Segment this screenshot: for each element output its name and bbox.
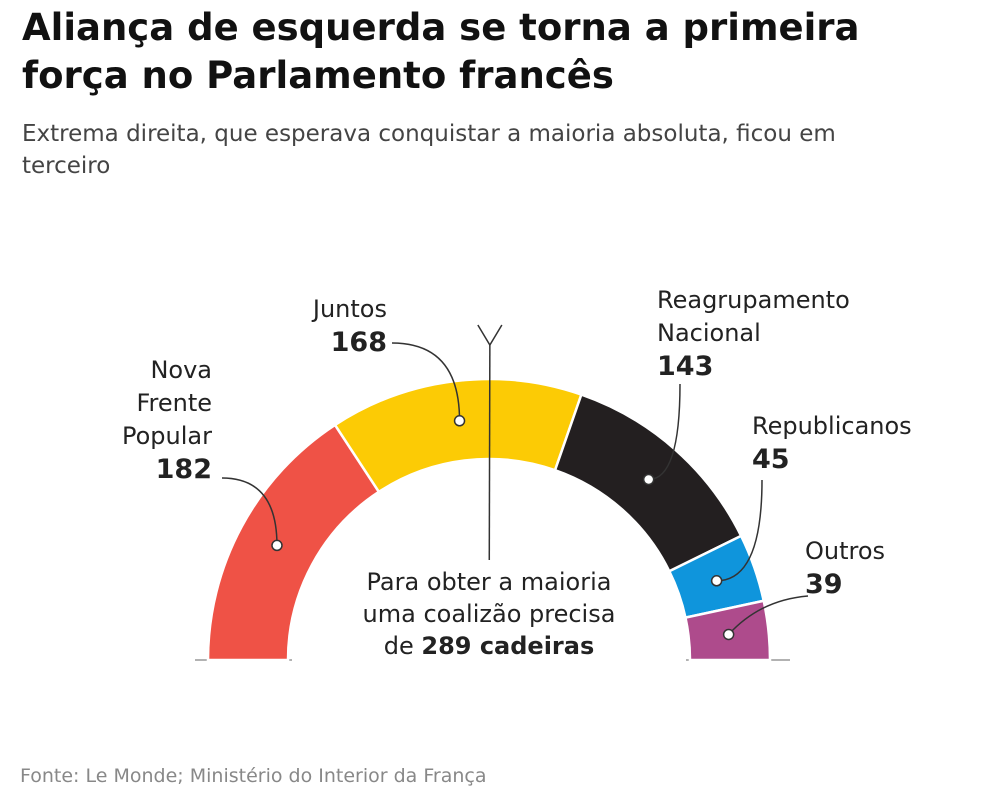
segment-label: Republicanos 45 <box>752 410 952 477</box>
leader-dot <box>453 415 466 427</box>
leader-dot <box>722 628 735 641</box>
segment-label: Outros 39 <box>805 535 925 602</box>
category-label: Juntos <box>312 295 387 323</box>
category-label: Outros <box>805 537 886 565</box>
annotation-text: de <box>383 632 414 660</box>
majority-label: 289 cadeiras <box>421 632 595 660</box>
category-label: Reagrupamento Nacional <box>657 286 850 347</box>
annotation-line: uma coalizão precisa <box>362 600 616 628</box>
segment-label: Nova Frente Popular 182 <box>82 354 212 487</box>
leader-line <box>716 479 763 582</box>
leader-line <box>728 595 809 635</box>
chart-subtitle: Extrema direita, que esperava conquistar… <box>22 121 836 179</box>
segment-label: Reagrupamento Nacional 143 <box>657 284 897 384</box>
annotation: Para obter a maioria uma coalizão precis… <box>289 566 689 662</box>
leader-line <box>648 383 681 481</box>
value-label: 182 <box>155 454 212 485</box>
majority-fork <box>477 324 503 347</box>
value-label: 143 <box>657 351 714 382</box>
value-label: 39 <box>805 569 843 600</box>
annotation-line: de 289 cadeiras <box>289 630 689 662</box>
source: Fonte: Le Monde; Ministério do Interior … <box>20 765 487 787</box>
chart-title: Aliança de esquerda se torna a primeira … <box>22 6 860 97</box>
leader-line <box>391 342 461 421</box>
category-label: Nova Frente Popular <box>122 356 212 450</box>
leader-dot <box>642 473 655 486</box>
category-label: Republicanos <box>752 412 912 440</box>
value-label: 45 <box>752 444 790 475</box>
leader-line <box>221 477 278 546</box>
leader-dot <box>710 575 723 587</box>
leader-dot <box>271 539 283 552</box>
value-label: 168 <box>330 327 387 358</box>
annotation-line: Para obter a maioria <box>366 568 612 596</box>
segment-label: Juntos 168 <box>237 293 387 360</box>
majority-line <box>488 344 491 561</box>
